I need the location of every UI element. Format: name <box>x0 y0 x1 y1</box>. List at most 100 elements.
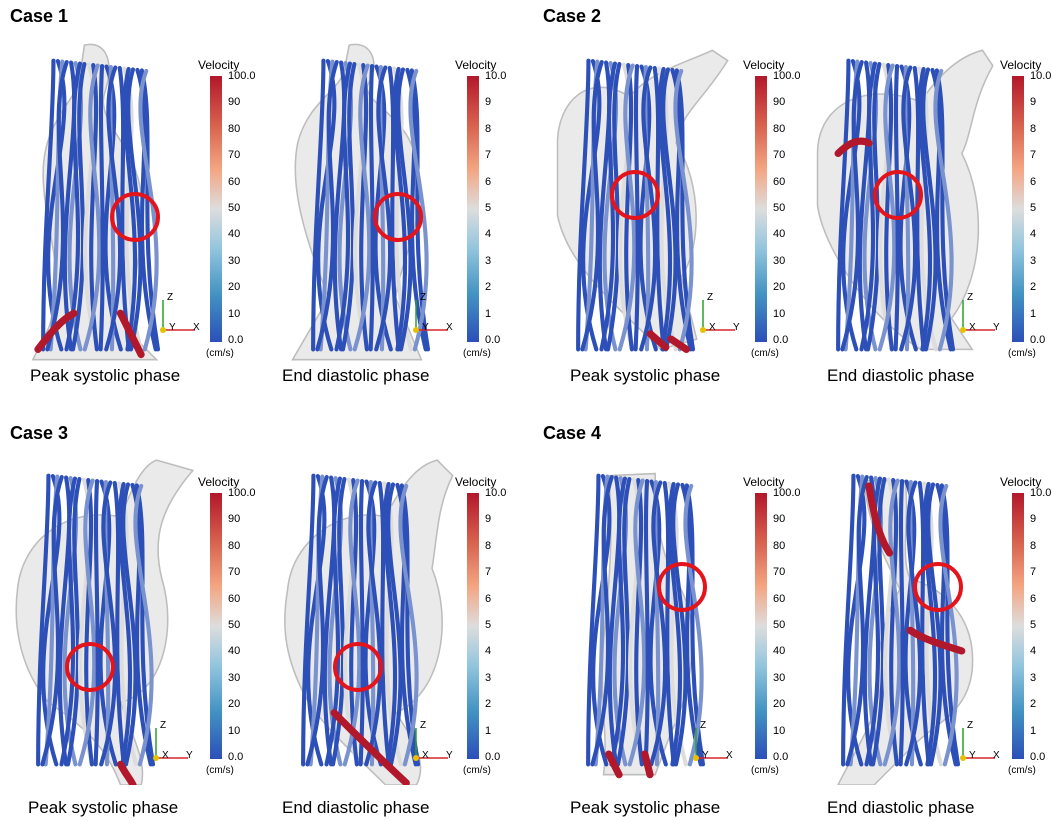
axis-label: Z <box>967 720 974 731</box>
high-velocity-streamline <box>117 760 137 785</box>
colorbar-tick-label: 80 <box>228 539 241 552</box>
axis-label: X <box>193 322 200 333</box>
colorbar-tick-label: 0.0 <box>485 334 501 346</box>
streamline <box>841 59 862 352</box>
colorbar-tick-label: 0.0 <box>773 334 789 346</box>
streamline <box>580 60 604 352</box>
vessel-streamline-render <box>15 459 195 785</box>
streamline <box>657 66 673 352</box>
colorbar-tick-label: 3 <box>485 671 492 684</box>
colorbar-tick-label: 10 <box>228 307 241 320</box>
colorbar-tick-label: 100.0 <box>773 70 801 82</box>
streamline <box>671 482 688 767</box>
velocity-colorbar: Velocity 100.0 90 80 70 60 50 40 30 20 10 0.0 (cm/s) <box>743 58 813 359</box>
vessel-streamline-render <box>284 459 454 785</box>
colorbar-tick-label: 8 <box>485 122 492 135</box>
streamline <box>301 473 316 767</box>
colorbar-title: Velocity <box>198 58 240 72</box>
highlight-circle <box>373 192 423 242</box>
orientation-axes: Z Y X <box>408 292 458 337</box>
colorbar-tick-label: 10.0 <box>485 487 507 499</box>
streamline <box>586 473 601 767</box>
colorbar-tick-label: 1 <box>1030 724 1037 737</box>
axis-label: Y <box>446 750 453 761</box>
colorbar-tick-label: 0.0 <box>1030 751 1046 763</box>
streamline <box>845 475 869 767</box>
orientation-axes: Z X Y <box>695 292 745 337</box>
orientation-axes: Z X Y <box>955 292 1005 337</box>
velocity-colorbar: Velocity 10.0 9 8 7 6 5 4 3 2 1 0.0 (cm/s) <box>455 475 525 776</box>
colorbar-tick-label: 10 <box>773 724 786 737</box>
colorbar-gradient <box>755 76 767 342</box>
colorbar-tick-label: 0.0 <box>1030 334 1046 346</box>
highlight-circle <box>65 642 115 692</box>
high-velocity-streamline <box>330 709 410 785</box>
colorbar-tick-label: 6 <box>1030 592 1037 605</box>
vessel-streamline-render <box>837 473 974 785</box>
streamline <box>373 64 393 352</box>
velocity-colorbar: Velocity 100.0 90 80 70 60 50 40 30 20 10 0.0 (cm/s) <box>743 475 813 776</box>
colorbar-unit: (cm/s) <box>463 348 491 359</box>
velocity-colorbar: Velocity 100.0 90 80 70 60 50 40 30 20 10 0.0 (cm/s) <box>198 475 268 776</box>
streamline <box>926 482 943 767</box>
colorbar-tick-label: 70 <box>773 149 786 162</box>
streamline <box>634 477 644 767</box>
highlight-circle <box>610 170 660 220</box>
streamline <box>615 476 632 767</box>
streamline <box>921 67 938 352</box>
streamline <box>363 479 383 767</box>
axis-label: X <box>446 322 453 333</box>
colorbar-tick-label: 80 <box>773 122 786 135</box>
colorbar-tick-label: 60 <box>773 175 786 188</box>
colorbar-tick-label: 1 <box>485 724 492 737</box>
streamline <box>122 66 138 352</box>
streamline <box>617 63 637 352</box>
highlight-circle <box>873 170 923 220</box>
colorbar-tick-label: 6 <box>485 592 492 605</box>
streamline <box>133 483 154 767</box>
streamline <box>917 66 933 352</box>
colorbar-tick-label: 40 <box>228 645 241 658</box>
axis-label: Z <box>700 720 707 731</box>
case-2-title: Case 2 <box>543 6 602 26</box>
streamline <box>627 478 647 767</box>
colorbar-title: Velocity <box>455 58 497 72</box>
phase-caption: End diastolic phase <box>827 798 975 817</box>
streamline <box>938 483 959 767</box>
velocity-colorbar: Velocity 10.0 9 8 7 6 5 4 3 2 1 0.0 (cm/s) <box>1000 475 1052 776</box>
colorbar-tick-label: 40 <box>228 228 241 241</box>
streamline <box>841 473 856 767</box>
streamline <box>382 481 398 767</box>
streamline <box>408 68 429 352</box>
colorbar-unit: (cm/s) <box>751 348 779 359</box>
colorbar-unit: (cm/s) <box>206 348 234 359</box>
streamline <box>139 68 161 352</box>
streamline <box>899 65 918 352</box>
streamline <box>352 63 372 352</box>
phase-caption: End diastolic phase <box>827 366 975 385</box>
axis-label: Y <box>969 750 976 761</box>
streamline <box>340 61 357 352</box>
colorbar-unit: (cm/s) <box>1008 348 1036 359</box>
colorbar-tick-label: 4 <box>1030 228 1037 241</box>
colorbar-tick-label: 7 <box>485 566 492 579</box>
high-velocity-streamline <box>834 137 873 158</box>
colorbar-tick-label: 30 <box>228 671 241 684</box>
colorbar-tick-label: 9 <box>485 96 492 109</box>
streamline <box>117 65 131 352</box>
streamline <box>59 476 78 767</box>
colorbar-gradient <box>467 493 479 759</box>
colorbar-tick-label: 5 <box>1030 202 1037 214</box>
streamline <box>898 64 918 352</box>
colorbar-tick-label: 6 <box>1030 175 1037 188</box>
colorbar-tick-label: 80 <box>228 122 241 135</box>
vessel-streamline-render <box>556 49 729 353</box>
axis-label: Y <box>733 322 740 333</box>
colorbar-tick-label: 50 <box>773 619 786 631</box>
colorbar-tick-label: 2 <box>1030 698 1037 711</box>
streamline <box>386 482 403 767</box>
streamline <box>661 67 678 352</box>
streamline <box>387 65 401 352</box>
streamline <box>870 476 887 767</box>
orientation-axes: Z X Y <box>148 720 198 765</box>
